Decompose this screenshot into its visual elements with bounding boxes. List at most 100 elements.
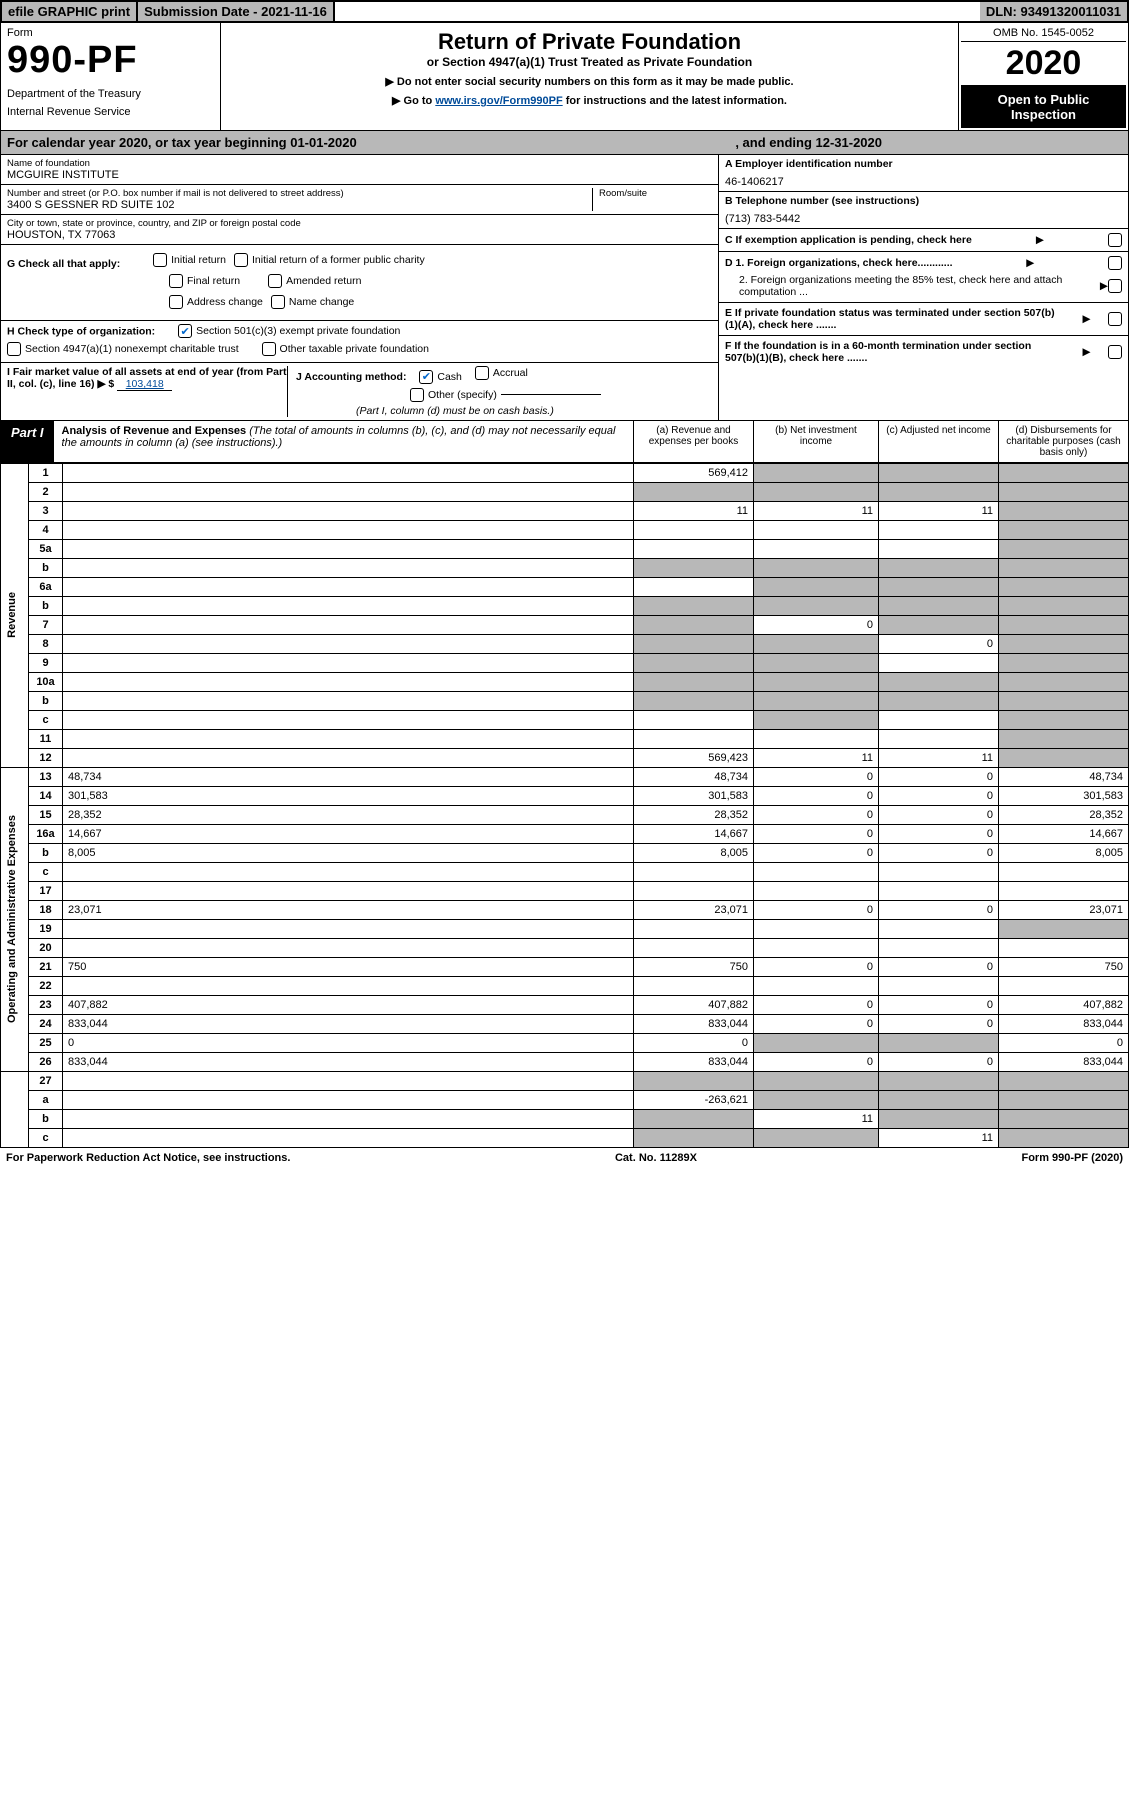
accrual-checkbox[interactable] <box>475 366 489 380</box>
col-d-header: (d) Disbursements for charitable purpose… <box>998 421 1128 462</box>
amended-return-checkbox[interactable] <box>268 274 282 288</box>
info-left: Name of foundation MCGUIRE INSTITUTE Num… <box>1 155 718 420</box>
accrual-label: Accrual <box>493 367 528 379</box>
phone-cell: B Telephone number (see instructions) (7… <box>719 192 1128 229</box>
col-d-value: 0 <box>999 1033 1129 1052</box>
line-description <box>63 615 634 634</box>
line-description <box>63 577 634 596</box>
line-description <box>63 938 634 957</box>
d1-checkbox[interactable] <box>1108 256 1122 270</box>
col-c-value: 11 <box>879 748 999 767</box>
footer-right: Form 990-PF (2020) <box>1021 1152 1123 1164</box>
initial-former-checkbox[interactable] <box>234 253 248 267</box>
col-d-value <box>999 615 1129 634</box>
line-number: 4 <box>29 520 63 539</box>
col-d-value: 833,044 <box>999 1052 1129 1071</box>
col-c-value: 0 <box>879 1014 999 1033</box>
form-title: Return of Private Foundation <box>227 29 952 55</box>
col-d-value <box>999 691 1129 710</box>
col-b-value <box>754 539 879 558</box>
col-d-value <box>999 919 1129 938</box>
col-d-value <box>999 520 1129 539</box>
line-description: 28,352 <box>63 805 634 824</box>
d2-checkbox[interactable] <box>1108 279 1122 293</box>
line-description: 750 <box>63 957 634 976</box>
col-c-value <box>879 463 999 482</box>
4947a1-checkbox[interactable] <box>7 342 21 356</box>
col-a-value <box>634 520 754 539</box>
col-b-value <box>754 862 879 881</box>
line-number: 23 <box>29 995 63 1014</box>
header-right: OMB No. 1545-0052 2020 Open to Public In… <box>958 23 1128 130</box>
line-number: 19 <box>29 919 63 938</box>
col-b-value <box>754 672 879 691</box>
col-a-value <box>634 596 754 615</box>
line-number: a <box>29 1090 63 1109</box>
room-cell: Room/suite <box>592 188 712 211</box>
col-b-value <box>754 710 879 729</box>
line-number: b <box>29 843 63 862</box>
part1-badge: Part I <box>1 421 54 462</box>
footer-year: 2020 <box>1095 1152 1119 1164</box>
address-change-checkbox[interactable] <box>169 295 183 309</box>
col-a-value <box>634 881 754 900</box>
col-c-value: 0 <box>879 786 999 805</box>
col-c-value: 0 <box>879 824 999 843</box>
col-b-value <box>754 653 879 672</box>
g-check-row: G Check all that apply: Initial return I… <box>1 245 718 321</box>
f-checkbox[interactable] <box>1108 345 1122 359</box>
i-cell: I Fair market value of all assets at end… <box>7 366 287 417</box>
col-d-value <box>999 1090 1129 1109</box>
line-number: c <box>29 862 63 881</box>
initial-return-checkbox[interactable] <box>153 253 167 267</box>
footer-mid: Cat. No. 11289X <box>615 1152 697 1164</box>
dln: DLN: 93491320011031 <box>980 2 1127 21</box>
col-a-header: (a) Revenue and expenses per books <box>633 421 753 462</box>
addr-cell: Number and street (or P.O. box number if… <box>7 188 592 211</box>
line-description <box>63 862 634 881</box>
col-a-value: 569,412 <box>634 463 754 482</box>
street-address: 3400 S GESSNER RD SUITE 102 <box>7 199 592 211</box>
section-spacer <box>1 1071 29 1147</box>
table-row: Operating and Administrative Expenses134… <box>1 767 1129 786</box>
city-state-zip: HOUSTON, TX 77063 <box>7 229 712 241</box>
line-description <box>63 596 634 615</box>
dept-irs: Internal Revenue Service <box>7 106 214 118</box>
fmv-value[interactable]: 103,418 <box>117 378 172 391</box>
other-method-checkbox[interactable] <box>410 388 424 402</box>
line-description <box>63 729 634 748</box>
line-number: 27 <box>29 1071 63 1090</box>
cash-checkbox[interactable]: ✔ <box>419 370 433 384</box>
line-description <box>63 919 634 938</box>
table-row: b11 <box>1 1109 1129 1128</box>
other-taxable-checkbox[interactable] <box>262 342 276 356</box>
line-number: 10a <box>29 672 63 691</box>
instr2-prefix: ▶ Go to <box>392 95 435 107</box>
col-a-value <box>634 691 754 710</box>
line-description: 8,005 <box>63 843 634 862</box>
e-checkbox[interactable] <box>1108 312 1122 326</box>
final-return-checkbox[interactable] <box>169 274 183 288</box>
col-b-value: 0 <box>754 786 879 805</box>
efile-label[interactable]: efile GRAPHIC print <box>2 2 138 21</box>
col-d-value <box>999 653 1129 672</box>
line-number: b <box>29 558 63 577</box>
addr-label: Number and street (or P.O. box number if… <box>7 188 592 199</box>
col-c-value <box>879 615 999 634</box>
name-change-checkbox[interactable] <box>271 295 285 309</box>
j-label: J Accounting method: <box>296 371 406 383</box>
col-c-value: 0 <box>879 767 999 786</box>
line-description <box>63 539 634 558</box>
ein-value: 46-1406217 <box>725 176 1122 188</box>
c-checkbox[interactable] <box>1108 233 1122 247</box>
501c3-checkbox[interactable]: ✔ <box>178 324 192 338</box>
col-c-value <box>879 938 999 957</box>
col-b-value <box>754 463 879 482</box>
table-row: b <box>1 596 1129 615</box>
form-link[interactable]: www.irs.gov/Form990PF <box>435 95 562 107</box>
initial-former-label: Initial return of a former public charit… <box>252 254 425 266</box>
line-description: 14,667 <box>63 824 634 843</box>
col-d-value <box>999 976 1129 995</box>
col-d-value: 8,005 <box>999 843 1129 862</box>
col-c-value <box>879 691 999 710</box>
